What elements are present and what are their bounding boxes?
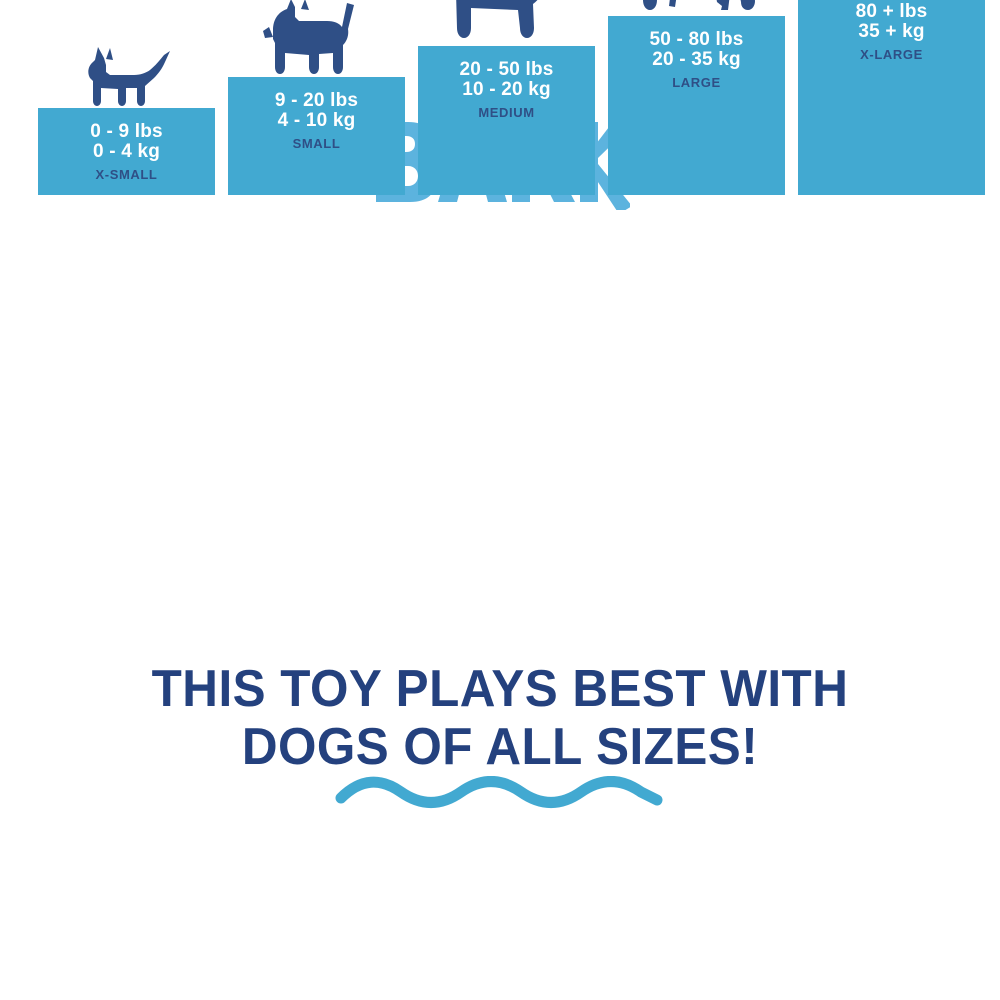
size-step-labels: 0 - 9 lbs 0 - 4 kg X-SMALL (38, 121, 215, 183)
size-step-x-small: 0 - 9 lbs 0 - 4 kg X-SMALL (38, 47, 215, 195)
weight-kg-label: 0 - 4 kg (92, 141, 161, 163)
weight-lbs-label: 80 + lbs (855, 1, 928, 22)
size-name-label: X-LARGE (860, 47, 923, 63)
beagle-silhouette-icon (440, 0, 574, 46)
wavy-underline-icon (0, 776, 1000, 810)
weight-kg-label: 20 - 35 kg (652, 49, 741, 71)
size-step-chart: 0 - 9 lbs 0 - 4 kg X-SMALL 9 - 20 lbs 4 … (38, 0, 985, 195)
size-name-label: X-SMALL (95, 167, 158, 183)
weight-lbs-label: 0 - 9 lbs (90, 121, 163, 142)
size-step-labels: 50 - 80 lbs 20 - 35 kg LARGE (608, 29, 785, 91)
weight-lbs-label: 9 - 20 lbs (274, 90, 359, 111)
size-step-x-large: 80 + lbs 35 + kg X-LARGE (798, 0, 985, 195)
size-step-medium: 20 - 50 lbs 10 - 20 kg MEDIUM (418, 0, 595, 195)
chihuahua-silhouette-icon (80, 46, 174, 108)
headline-line-1: THIS TOY PLAYS BEST WITH (151, 660, 849, 718)
weight-kg-label: 10 - 20 kg (462, 79, 551, 101)
size-step-labels: 9 - 20 lbs 4 - 10 kg SMALL (228, 90, 405, 152)
size-step-labels: 20 - 50 lbs 10 - 20 kg MEDIUM (418, 59, 595, 121)
size-name-label: LARGE (672, 75, 721, 91)
weight-lbs-label: 20 - 50 lbs (459, 59, 554, 80)
weight-kg-label: 35 + kg (858, 21, 925, 43)
weight-kg-label: 4 - 10 kg (277, 110, 356, 132)
terrier-silhouette-icon (261, 0, 373, 77)
size-step-small: 9 - 20 lbs 4 - 10 kg SMALL (228, 0, 405, 195)
size-name-label: MEDIUM (478, 105, 535, 121)
weight-lbs-label: 50 - 80 lbs (649, 29, 744, 50)
size-name-label: SMALL (292, 136, 341, 152)
size-step-labels: 80 + lbs 35 + kg X-LARGE (798, 1, 985, 63)
headline: THIS TOY PLAYS BEST WITH DOGS OF ALL SIZ… (0, 660, 1000, 776)
retriever-silhouette-icon (621, 0, 773, 16)
headline-line-2: DOGS OF ALL SIZES! (241, 718, 759, 777)
size-step-large: 50 - 80 lbs 20 - 35 kg LARGE (608, 0, 785, 195)
